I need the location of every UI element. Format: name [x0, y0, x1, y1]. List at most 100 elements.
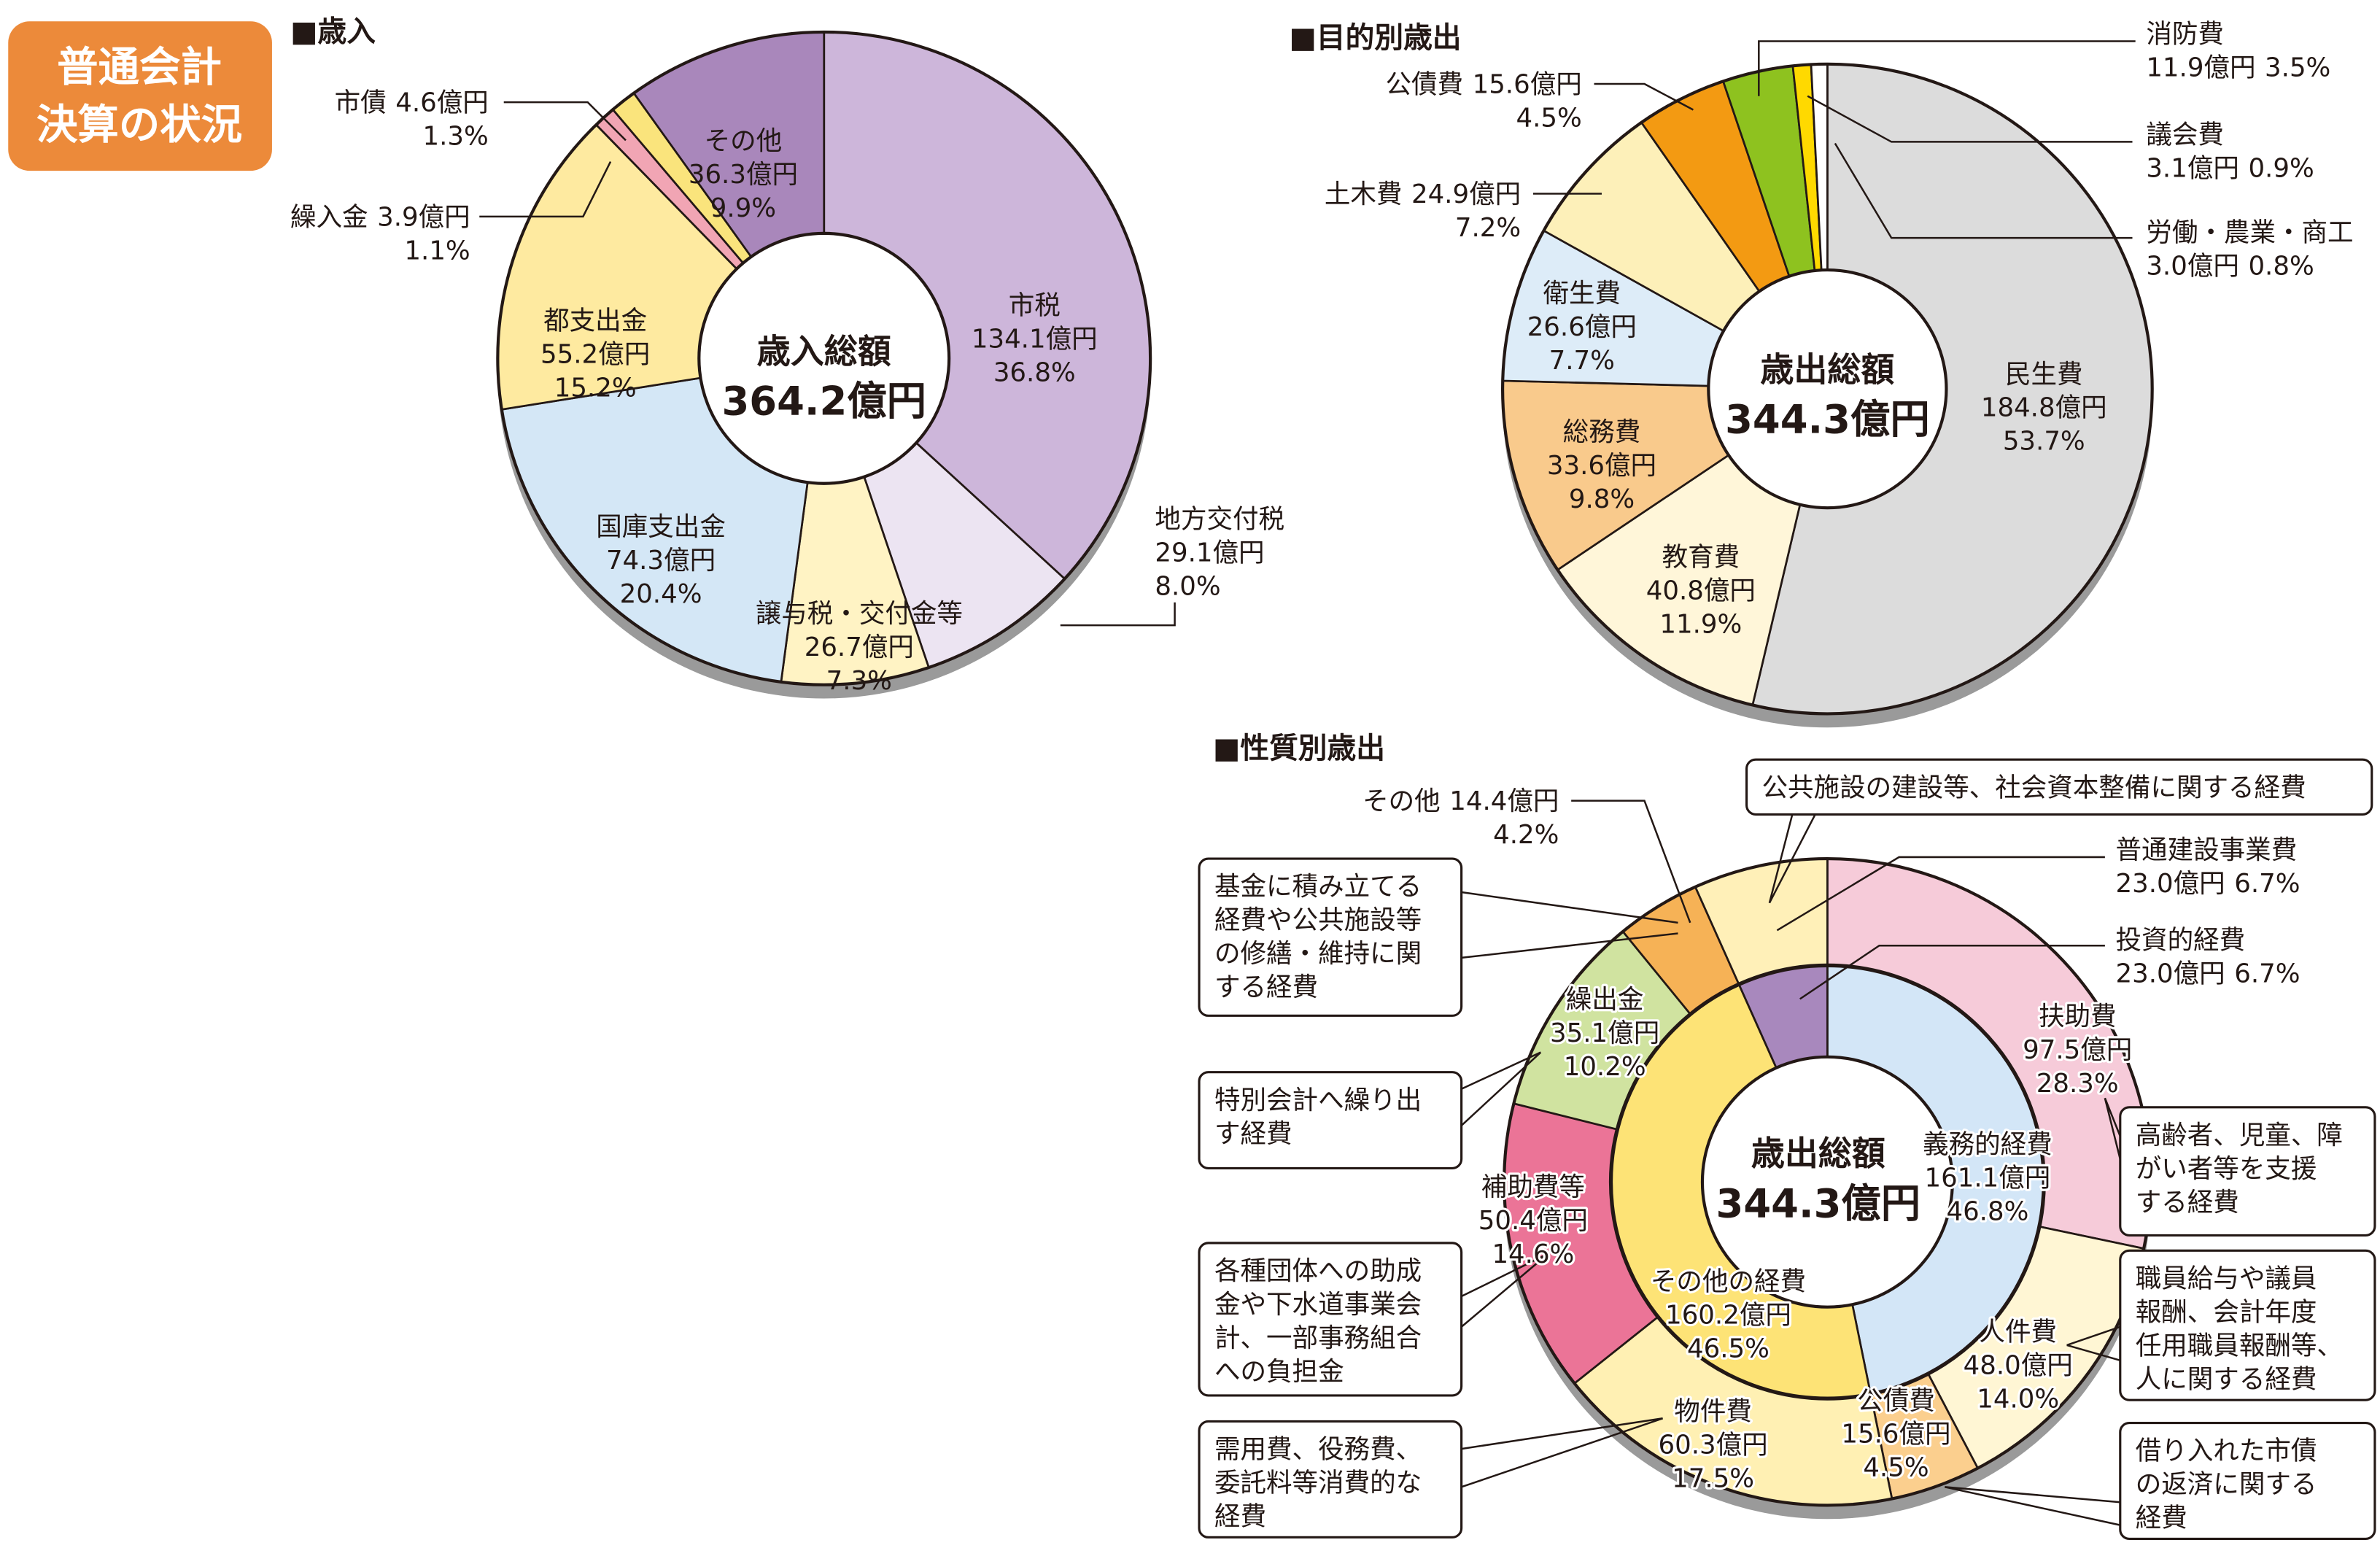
- label-fire-amount: 11.9億円: [2146, 53, 2255, 83]
- label-other-expenses-line: 160.2億円: [1665, 1301, 1791, 1331]
- badge-line2: 決算の状況: [36, 101, 242, 149]
- label-transfers-out: 繰出金 35.1億円 10.2%: [1550, 985, 1659, 1082]
- label-assistance-line: 28.3%: [2036, 1069, 2119, 1099]
- revenue-title: ■歳入: [290, 15, 376, 48]
- label-city-tax: 市税 134.1億円 36.8%: [972, 291, 1098, 388]
- callout-text: 各種団体への助成: [1214, 1256, 1422, 1286]
- callout-pointer: [2066, 1326, 2121, 1347]
- callout-text: 人に関する経費: [2136, 1364, 2317, 1394]
- label-general-affairs-line: 総務費: [1563, 417, 1641, 447]
- callout-text: 公共施設の建設等、社会資本整備に関する経費: [1761, 773, 2306, 802]
- callout-text: 経費: [1214, 1502, 1266, 1532]
- callout-box: [1198, 1071, 1463, 1169]
- callout-pointer: [2066, 1344, 2121, 1362]
- expenditure-purpose-pie-chart: [1500, 62, 2154, 728]
- revenue-pie-chart: [496, 30, 1152, 699]
- label-construction-name: 普通建設事業費: [2116, 835, 2298, 865]
- label-transfers-in: 繰入金 3.9億円 1.1%: [290, 202, 470, 266]
- label-education: 教育費 40.8億円 11.9%: [1646, 543, 1756, 640]
- label-civil-engineering-pct: 7.2%: [1455, 213, 1521, 243]
- label-other-amount: 14.4億円: [1449, 786, 1559, 816]
- callout-text: 職員給与や議員: [2136, 1264, 2317, 1294]
- callout-pointer: [2104, 1097, 2121, 1137]
- callout-box: [1198, 857, 1463, 1017]
- label-metro-subsidy-line: 都支出金: [543, 306, 647, 336]
- callout-text: す経費: [1214, 1119, 1292, 1149]
- label-metro-subsidy-line: 15.2%: [554, 374, 637, 403]
- label-civil-engineering-name: 土木費: [1325, 179, 1403, 209]
- leader-line: [1594, 82, 1694, 111]
- label-mandatory: 義務的経費 161.1億円 46.8%: [1923, 1130, 2053, 1227]
- label-local-allocation-tax-line: 29.1億円: [1155, 538, 1264, 568]
- inner-ring-outline: [1608, 963, 2046, 1401]
- label-health-line: 衛生費: [1543, 279, 1621, 309]
- label-assembly: 議会費 3.1億円 0.9%: [2146, 120, 2314, 184]
- center-label-line: 歳出総額: [1751, 1134, 1885, 1173]
- callout-box: [1198, 1420, 1463, 1539]
- center-total-line: 344.3億円: [1716, 1180, 1921, 1226]
- label-education-line: 11.9%: [1659, 610, 1742, 640]
- label-transfers-in-pct: 1.1%: [404, 236, 470, 266]
- label-transfer-tax-line: 7.3%: [826, 666, 892, 696]
- chart-labels: 市税 134.1億円 36.8%地方交付税 29.1億円 8.0%譲与税・交付金等 26.…: [290, 20, 2354, 1496]
- label-transfer-tax-line: 譲与税・交付金等: [756, 599, 963, 629]
- callout-text: 需用費、役務費、: [1214, 1435, 1422, 1465]
- label-education-line: 教育費: [1662, 543, 1740, 573]
- label-construction-pct: 6.7%: [2234, 869, 2300, 899]
- callout-text: 経費: [2136, 1504, 2187, 1533]
- label-local-allocation-tax: 地方交付税 29.1億円 8.0%: [1155, 504, 1284, 601]
- callout-pointer: [1945, 1486, 2121, 1526]
- label-investment-pct: 6.7%: [2234, 959, 2300, 988]
- callout-text: 特別会計へ繰り出: [1214, 1085, 1422, 1115]
- callout-pointer: [1945, 1486, 2120, 1504]
- label-national-subsidy-line: 国庫支出金: [596, 512, 726, 542]
- leader-line: [1807, 95, 2133, 143]
- label-debt-service-amount: 15.6億円: [1473, 70, 1582, 100]
- callout-text: 報酬、会計年度: [2136, 1297, 2317, 1327]
- label-municipal-bonds-amount: 4.6億円: [395, 88, 489, 118]
- label-health-line: 7.7%: [1549, 346, 1615, 376]
- center-total: 344.3億円: [1725, 397, 1930, 443]
- callout-text: 金や下水道事業会: [1214, 1290, 1422, 1320]
- label-education-line: 40.8億円: [1646, 576, 1756, 606]
- label-assistance-line: 97.5億円: [2023, 1035, 2132, 1065]
- callout-text: がい者等を支援: [2136, 1154, 2317, 1184]
- badge-line1: 普通会計: [57, 44, 222, 91]
- label-transfer-tax-line: 26.7億円: [805, 632, 914, 662]
- leader-line: [1834, 142, 2133, 239]
- callout-pointer: [1768, 814, 1794, 903]
- label-fire-name: 消防費: [2146, 20, 2224, 50]
- label-transfers-out-line: 35.1億円: [1550, 1018, 1659, 1048]
- callout-boxes: 公共施設の建設等、社会資本整備に関する経費基金に積み立てる経費や公共施設等の修繕…: [1198, 758, 2376, 1541]
- label-civil-engineering: 土木費 24.9億円 7.2%: [1325, 179, 1521, 243]
- label-assistance: 扶助費 97.5億円 28.3%: [2023, 1002, 2132, 1099]
- label-metro-subsidy-line: 55.2億円: [540, 340, 650, 370]
- label-other-expenses-line: 46.5%: [1687, 1334, 1770, 1364]
- label-local-allocation-tax-line: 地方交付税: [1155, 504, 1284, 534]
- callout-box: [1198, 1242, 1463, 1397]
- callout-text: 経費や公共施設等: [1214, 905, 1422, 935]
- label-labor-agri-commerce-amount: 3.0億円: [2146, 251, 2239, 281]
- expenditure-by-nature-title: ■性質別歳出: [1213, 732, 1385, 765]
- label-personnel-line: 14.0%: [1977, 1385, 2059, 1415]
- label-transfers-in-name: 繰入金: [290, 202, 368, 232]
- label-subsidies: 補助費等 50.4億円 14.6%: [1478, 1172, 1588, 1269]
- label-mandatory-line: 161.1億円: [1925, 1164, 2051, 1193]
- label-personnel-line: 人件費: [1979, 1317, 2057, 1347]
- label-general-affairs-line: 33.6億円: [1547, 451, 1656, 481]
- callout-pointer: [1461, 1417, 1664, 1488]
- pie-outline: [496, 30, 1152, 686]
- leader-line: [1799, 944, 2105, 1000]
- leader-line: [1060, 602, 1176, 627]
- label-debt-line: 15.6億円: [1841, 1420, 1950, 1450]
- label-debt-service-name: 公債費: [1385, 70, 1463, 100]
- label-supplies-line: 17.5%: [1672, 1463, 1754, 1493]
- label-personnel-line: 48.0億円: [1964, 1351, 2073, 1381]
- callout-box: [1745, 758, 2373, 816]
- label-national-subsidy-line: 74.3億円: [606, 546, 716, 576]
- label-municipal-bonds-name: 市債: [335, 88, 387, 118]
- label-labor-agri-commerce-pct: 0.8%: [2248, 251, 2314, 281]
